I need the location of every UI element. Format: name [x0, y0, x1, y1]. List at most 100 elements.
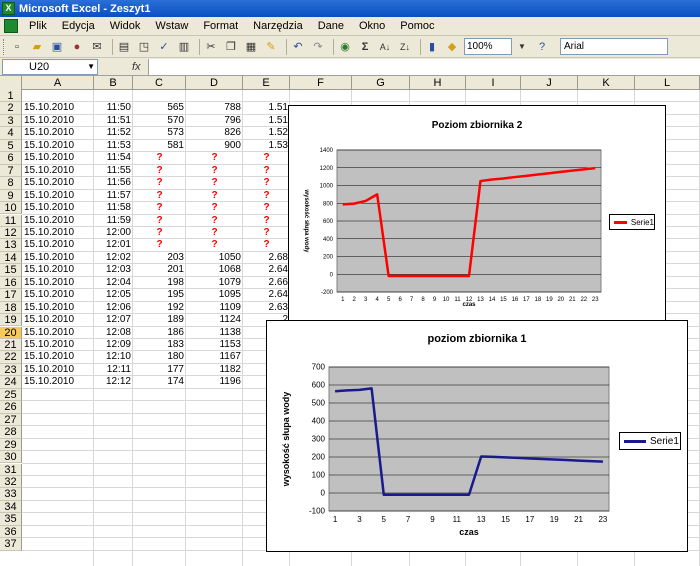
row-header-23[interactable]: 23 — [0, 363, 22, 377]
cell-c6[interactable]: ? — [156, 152, 163, 164]
cell-b17[interactable]: 12:05 — [105, 289, 131, 301]
cell-a24[interactable]: 15.10.2010 — [24, 376, 75, 388]
cut-icon[interactable]: ✂ — [206, 41, 216, 53]
cell-a8[interactable]: 15.10.2010 — [24, 177, 75, 189]
row-header-7[interactable]: 7 — [0, 164, 22, 178]
cell-a23[interactable]: 15.10.2010 — [24, 363, 75, 375]
row-header-37[interactable]: 37 — [0, 538, 22, 551]
cell-a21[interactable]: 15.10.2010 — [24, 339, 75, 350]
cell-a4[interactable]: 15.10.2010 — [24, 127, 75, 139]
cell-b3[interactable]: 11:51 — [106, 114, 131, 126]
column-header-j[interactable]: J — [521, 76, 578, 90]
new-icon[interactable]: ▫ — [15, 40, 19, 53]
fx-icon[interactable]: fx — [132, 60, 141, 73]
cell-a16[interactable]: 15.10.2010 — [24, 276, 75, 288]
cell-e11[interactable]: ? — [263, 214, 270, 226]
menu-widok[interactable]: Widok — [109, 20, 141, 32]
cell-d11[interactable]: ? — [211, 214, 218, 226]
row-header-4[interactable]: 4 — [0, 127, 22, 140]
cell-e3[interactable]: 1.51 — [268, 114, 288, 126]
sort-desc-icon[interactable]: Z↓ — [400, 41, 410, 52]
cell-c24[interactable]: 174 — [167, 376, 184, 388]
cell-c12[interactable]: ? — [156, 226, 163, 238]
research-icon[interactable]: ▥ — [178, 41, 190, 53]
cell-a15[interactable]: 15.10.2010 — [24, 264, 75, 276]
cell-c3[interactable]: 570 — [167, 114, 184, 126]
cell-c8[interactable]: ? — [156, 177, 163, 189]
cell-d7[interactable]: ? — [211, 164, 218, 176]
row-header-16[interactable]: 16 — [0, 276, 22, 290]
cell-a7[interactable]: 15.10.2010 — [24, 164, 75, 176]
cell-d14[interactable]: 1050 — [218, 251, 241, 263]
cell-e8[interactable]: ? — [263, 177, 270, 189]
row-header-27[interactable]: 27 — [0, 413, 22, 427]
cell-c19[interactable]: 189 — [167, 314, 184, 326]
cell-c13[interactable]: ? — [156, 239, 163, 251]
cell-d6[interactable]: ? — [211, 152, 218, 164]
row-header-5[interactable]: 5 — [0, 139, 22, 153]
cell-c22[interactable]: 180 — [167, 351, 184, 363]
row-header-13[interactable]: 13 — [0, 239, 22, 252]
cell-b21[interactable]: 12:09 — [105, 339, 131, 350]
row-header-3[interactable]: 3 — [0, 114, 22, 128]
chevron-down-icon[interactable]: ▼ — [87, 62, 95, 71]
cell-b4[interactable]: 11:52 — [106, 127, 131, 139]
column-header-e[interactable]: E — [243, 76, 290, 90]
menu-format[interactable]: Format — [203, 20, 239, 32]
cell-a3[interactable]: 15.10.2010 — [24, 114, 75, 126]
column-header-k[interactable]: K — [578, 76, 635, 90]
cell-c5[interactable]: 581 — [167, 139, 184, 151]
cell-a6[interactable]: 15.10.2010 — [24, 152, 75, 164]
toolbar-grip[interactable] — [3, 38, 6, 55]
cell-e12[interactable]: ? — [263, 226, 270, 238]
cell-c21[interactable]: 183 — [167, 339, 184, 350]
cell-d9[interactable]: ? — [211, 189, 218, 201]
font-select[interactable]: Arial — [560, 38, 668, 55]
row-header-25[interactable]: 25 — [0, 388, 22, 402]
cell-b6[interactable]: 11:54 — [106, 152, 131, 164]
help-icon[interactable]: ? — [538, 40, 546, 53]
permission-icon[interactable]: ● — [73, 40, 81, 53]
cell-c17[interactable]: 195 — [167, 289, 184, 301]
cell-b2[interactable]: 11:50 — [106, 102, 131, 114]
cell-e9[interactable]: ? — [263, 189, 270, 201]
cell-a5[interactable]: 15.10.2010 — [24, 139, 75, 151]
cell-b14[interactable]: 12:02 — [105, 251, 131, 263]
column-header-l[interactable]: L — [635, 76, 700, 90]
cell-b22[interactable]: 12:10 — [105, 351, 131, 363]
copy-icon[interactable]: ❐ — [226, 41, 236, 53]
cell-e17[interactable]: 2.64 — [268, 289, 288, 301]
cell-c14[interactable]: 203 — [167, 251, 184, 263]
cell-e6[interactable]: ? — [263, 152, 270, 164]
cell-d22[interactable]: 1167 — [219, 351, 241, 363]
column-header-f[interactable]: F — [290, 76, 352, 90]
row-header-1[interactable]: 1 — [0, 90, 22, 103]
cell-b18[interactable]: 12:06 — [105, 301, 131, 313]
hyperlink-icon[interactable]: ◉ — [340, 41, 350, 53]
email-icon[interactable]: ✉ — [92, 41, 102, 53]
cell-c2[interactable]: 565 — [167, 102, 184, 114]
cell-a11[interactable]: 15.10.2010 — [24, 214, 75, 226]
row-header-31[interactable]: 31 — [0, 463, 22, 476]
row-header-2[interactable]: 2 — [0, 102, 22, 115]
cell-b13[interactable]: 12:01 — [105, 239, 131, 251]
cell-d18[interactable]: 1109 — [219, 301, 241, 313]
cell-c18[interactable]: 192 — [167, 301, 184, 313]
cell-e10[interactable]: ? — [263, 202, 270, 214]
redo-icon[interactable]: ↷ — [313, 41, 323, 53]
cell-b10[interactable]: 11:58 — [106, 202, 131, 214]
cell-d13[interactable]: ? — [211, 239, 218, 251]
cell-e4[interactable]: 1.52 — [268, 127, 288, 139]
workbook-icon[interactable] — [4, 19, 18, 33]
cell-b11[interactable]: 11:59 — [106, 214, 131, 226]
cell-d16[interactable]: 1079 — [218, 276, 241, 288]
row-header-36[interactable]: 36 — [0, 525, 22, 539]
menu-narzedzia[interactable]: Narzędzia — [253, 20, 303, 32]
row-header-34[interactable]: 34 — [0, 500, 22, 514]
row-header-20[interactable]: 20 — [0, 326, 22, 339]
formula-input[interactable] — [148, 59, 700, 75]
cell-a13[interactable]: 15.10.2010 — [24, 239, 75, 251]
autosum-icon[interactable]: Σ — [361, 40, 369, 53]
row-header-8[interactable]: 8 — [0, 177, 22, 190]
cell-a18[interactable]: 15.10.2010 — [24, 301, 75, 313]
